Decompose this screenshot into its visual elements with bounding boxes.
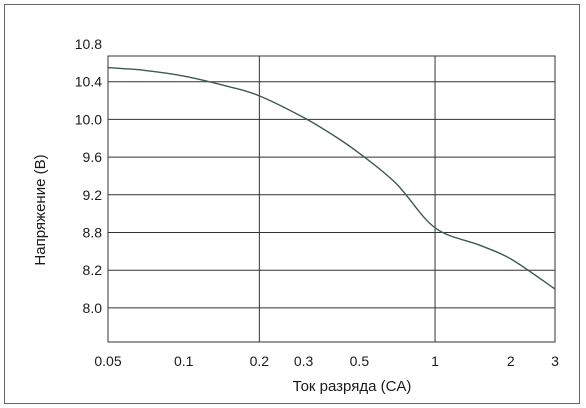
chart-frame [4,4,580,404]
y-tick-label: 9.2 [83,187,103,203]
y-tick-label: 8.0 [83,300,103,316]
x-tick-label: 0.3 [294,353,314,369]
x-axis-label: Ток разряда (CA) [293,378,412,395]
x-tick-label: 2 [507,353,515,369]
grid-layer [107,55,556,343]
x-tick-label: 3 [551,353,559,369]
x-tick-label: 0.5 [350,353,370,369]
y-tick-label: 8.2 [83,262,103,278]
series-line-0 [107,66,556,290]
y-tick-label: 10.0 [75,111,102,127]
x-tick-label: 0.05 [94,353,121,369]
x-tick-label: 1 [431,353,439,369]
y-axis-label: Напряжение (В) [32,154,49,265]
y-tick-label: 9.6 [83,149,103,165]
y-tick-label: 10.4 [75,74,102,90]
x-tick-label: 0.2 [250,353,270,369]
tick-label-layer: 10.8 10.4 10.0 9.6 9.2 8.8 8.2 8.0 0.05 0.1 0.2 0.3… [75,36,559,369]
y-tick-label: 10.8 [75,36,102,52]
y-tick-label: 8.8 [83,225,103,241]
plot-area [107,55,556,343]
curve-layer [107,66,556,290]
x-tick-label: 0.1 [174,353,194,369]
